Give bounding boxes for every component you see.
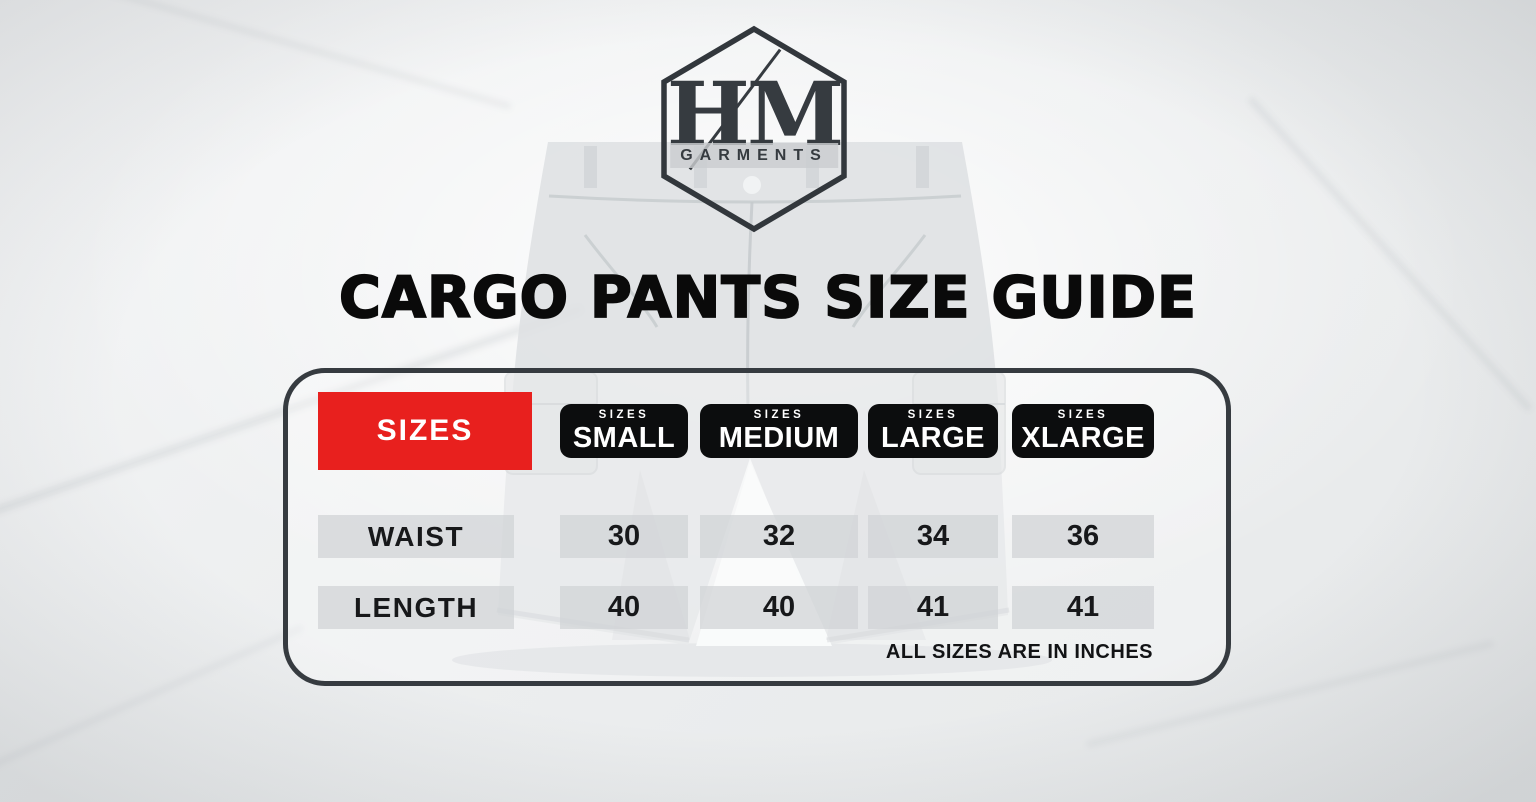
size-tag-label: SIZES [1057, 409, 1109, 421]
size-tag-label: SIZES [907, 409, 959, 421]
waist-value-large: 34 [868, 515, 998, 558]
size-name-label: XLARGE [1021, 422, 1145, 454]
length-row-label: LENGTH [318, 586, 514, 629]
units-note: ALL SIZES ARE IN INCHES [885, 641, 1153, 663]
size-name-label: MEDIUM [718, 422, 840, 454]
size-name-label: SMALL [572, 422, 676, 454]
length-value-large: 41 [868, 586, 998, 629]
waist-row-label: WAIST [318, 515, 514, 558]
waist-value-small: 30 [560, 515, 688, 558]
size-column-header-medium: SIZES MEDIUM [700, 404, 858, 458]
size-column-header-small: SIZES SMALL [560, 404, 688, 458]
sizes-header-cell: SIZES [318, 392, 532, 470]
brand-name: GARMENTS [670, 143, 838, 168]
length-value-medium: 40 [700, 586, 858, 629]
size-column-header-xlarge: SIZES XLARGE [1012, 404, 1154, 458]
size-tag-label: SIZES [753, 409, 805, 421]
waist-value-medium: 32 [700, 515, 858, 558]
size-name-label: LARGE [881, 422, 985, 454]
page-title: CARGO PANTS SIZE GUIDE [338, 265, 1197, 331]
waist-value-xlarge: 36 [1012, 515, 1154, 558]
length-value-small: 40 [560, 586, 688, 629]
hexagon-icon [661, 25, 847, 233]
size-column-header-large: SIZES LARGE [868, 404, 998, 458]
size-tag-label: SIZES [598, 409, 650, 421]
length-value-xlarge: 41 [1012, 586, 1154, 629]
